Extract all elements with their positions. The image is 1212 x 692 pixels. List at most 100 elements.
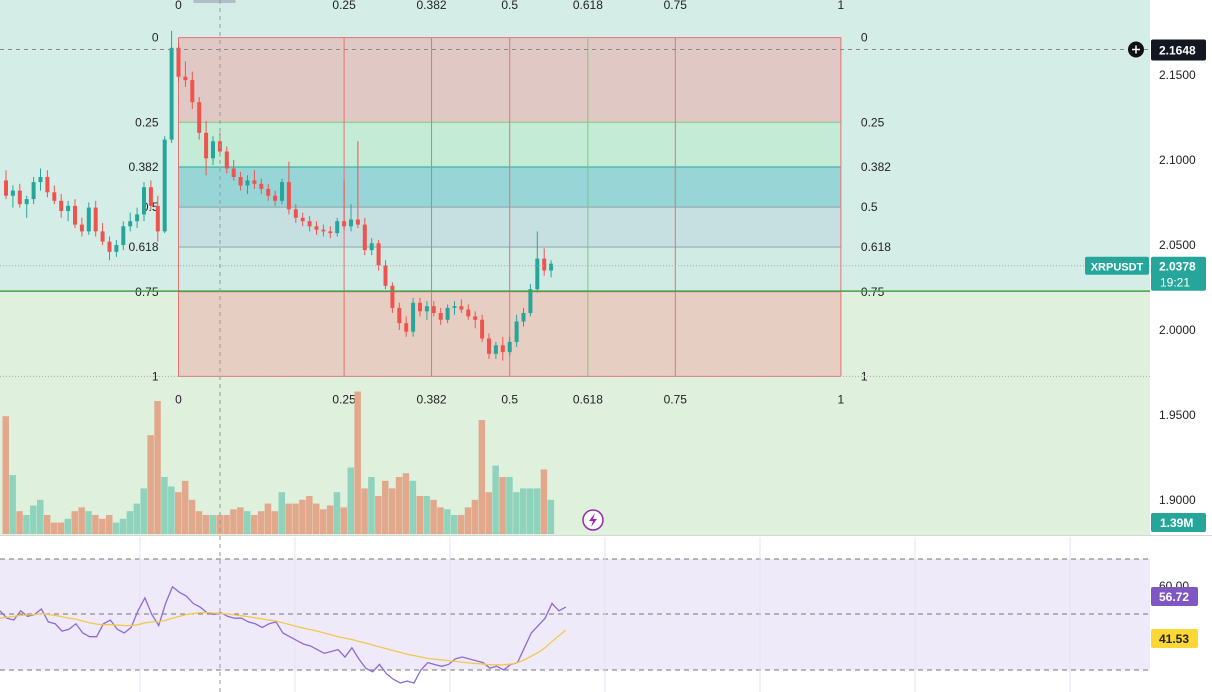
fib-level-label-left: 1 [152, 369, 159, 383]
fib-level-label-right: 0.618 [861, 240, 891, 254]
candle-body [411, 302, 416, 332]
crosshair-price-badge [1151, 39, 1206, 61]
candle-body [169, 47, 174, 140]
volume-bar [416, 496, 423, 534]
volume-bar [354, 391, 361, 534]
rsi-readout-value: 56.72 [1159, 590, 1189, 604]
volume-bar [292, 503, 299, 534]
candle-body [280, 182, 284, 201]
candle-body [162, 139, 167, 232]
candle-body [107, 241, 112, 252]
volume-bars [2, 391, 604, 534]
volume-bar [188, 499, 196, 534]
chart-overlays [0, 0, 1150, 692]
candle-body [514, 321, 519, 342]
candle-body [445, 307, 450, 320]
volume-bar [492, 465, 499, 534]
candle-body [176, 47, 181, 77]
fib-time-label-top: 0.382 [417, 0, 447, 12]
fib-level-label-right: 0.5 [861, 200, 878, 214]
candle-body [128, 221, 133, 227]
volume-bar [409, 480, 417, 534]
candle-body [369, 243, 374, 251]
volume-bar [71, 511, 78, 534]
price-tick-label: 2.0500 [1159, 238, 1196, 252]
volume-badge [1151, 513, 1206, 532]
fib-time-label-bottom: 0.618 [573, 392, 603, 406]
candle-body [521, 313, 526, 322]
candle-body [542, 258, 547, 271]
fib-time-label-bottom: 0.5 [501, 392, 518, 406]
volume-bar [513, 492, 520, 534]
volume-bar [478, 420, 486, 534]
candle-body [293, 209, 298, 218]
fib-level-label-left: 0.5 [142, 200, 159, 214]
candle-body [197, 102, 202, 133]
volume-bar [395, 477, 403, 534]
candle-body [155, 205, 160, 232]
volume-bar [444, 509, 451, 534]
volume-bar [237, 507, 244, 534]
volume-bar [64, 518, 72, 534]
candle-body [79, 224, 84, 232]
volume-bar [271, 511, 279, 534]
fib-time-label-top: 0.618 [573, 0, 603, 12]
candle-body [135, 214, 140, 222]
volume-bar [375, 496, 382, 534]
volume-bar [347, 467, 354, 534]
candle-body [259, 183, 264, 189]
candle-body [52, 192, 57, 201]
volume-bar [106, 515, 113, 534]
candle-body [528, 289, 533, 313]
volume-bar [285, 503, 292, 534]
volume-bar [161, 477, 168, 534]
candle-body [86, 207, 91, 232]
volume-bar [23, 515, 30, 534]
candle-body [66, 205, 71, 211]
volume-bar [244, 511, 251, 534]
volume-bar [209, 515, 216, 534]
price-axis-bg [1150, 0, 1212, 692]
fib-level-label-left: 0 [152, 31, 159, 45]
price-axis[interactable]: 2.1500 2.1000 2.0500 2.0000 1.9500 1.9000 2.16… [1085, 39, 1206, 649]
current-price-badge [1151, 256, 1206, 291]
volume-bar [382, 480, 389, 534]
candle-body [452, 306, 457, 308]
volume-bar [368, 477, 375, 534]
volume-bar [223, 515, 230, 534]
fib-time-label-bottom: 0.25 [332, 392, 356, 406]
fib-time-label-bottom: 1 [838, 392, 845, 406]
fib-time-label-bottom: 0 [175, 392, 182, 406]
volume-bar [299, 499, 306, 534]
candle-body [342, 221, 347, 227]
candle-body [183, 76, 188, 81]
candle-body [507, 341, 512, 353]
volume-bar [278, 492, 285, 534]
volume-bar [526, 488, 534, 534]
fib-level-label-left: 0.382 [128, 160, 158, 174]
candle-body [59, 200, 64, 211]
candle-body [273, 195, 278, 201]
volume-bar [457, 515, 465, 534]
candle-body [300, 217, 305, 222]
volume-bar [154, 401, 161, 534]
candle-body [383, 265, 388, 286]
candle-body [17, 190, 22, 205]
fib-time-label-bottom: 0.75 [664, 392, 688, 406]
candle-body [231, 168, 236, 177]
volume-bar [340, 507, 348, 534]
price-tick-label: 2.1000 [1159, 153, 1196, 167]
volume-bar [533, 488, 541, 534]
candle-body [390, 285, 395, 308]
volume-bar [175, 492, 182, 534]
volume-bar [126, 511, 134, 534]
volume-bar [437, 507, 444, 534]
fib-level-label-left: 0.25 [135, 115, 159, 129]
volume-bar [99, 518, 106, 534]
candle-body [493, 345, 498, 354]
candle-body [487, 338, 491, 354]
lightning-glyph [589, 513, 597, 527]
candle-body [397, 307, 402, 324]
